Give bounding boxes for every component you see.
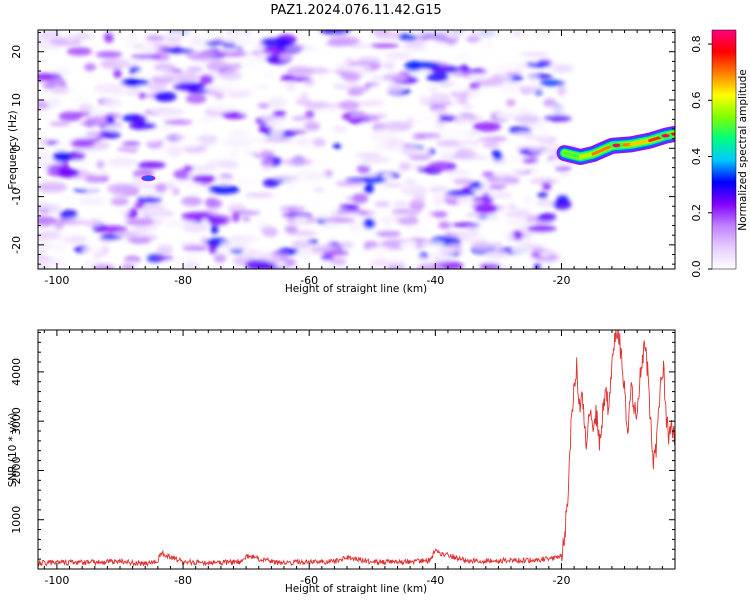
colorbar-ticks: 0.0 0.2 0.4 0.6 0.8 — [690, 35, 712, 278]
colorbar-tick-label: 0.0 — [690, 260, 703, 278]
x-tick-label: -60 — [300, 274, 318, 287]
snr-x-axis-label: Height of straight line (km) — [285, 583, 427, 595]
heatmap-y-ticks: -20 -10 0 10 20 — [10, 31, 675, 265]
snr-y-ticks: 1000 2000 3000 4000 — [10, 331, 675, 570]
colorbar-tick-label: 0.8 — [690, 35, 703, 53]
colorbar-tick-label: 0.6 — [690, 92, 703, 110]
heatmap-y-axis-label: Frequency (Hz) — [7, 110, 19, 189]
x-tick-label: -40 — [426, 574, 444, 587]
x-tick-label: -80 — [174, 574, 192, 587]
x-tick-label: -60 — [300, 574, 318, 587]
colorbar-tick-label: 0.4 — [690, 148, 703, 166]
snr-series-line — [38, 330, 675, 568]
x-tick-label: -100 — [44, 274, 69, 287]
heatmap-peak — [658, 132, 673, 139]
y-tick-label: 4000 — [10, 358, 23, 386]
x-tick-label: -20 — [552, 574, 570, 587]
snr-x-ticks: -100 -80 -60 -40 -20 — [43, 330, 676, 587]
heatmap-x-ticks: -100 -80 -60 -40 -20 — [43, 30, 676, 287]
heatmap-peak — [609, 142, 624, 149]
heatmap-peak — [141, 175, 156, 182]
heatmap-axes-frame — [37, 29, 676, 270]
colorbar-frame — [711, 29, 737, 270]
heatmap-signal-ridge — [141, 125, 675, 182]
y-tick-label: -10 — [10, 188, 23, 206]
x-tick-label: -20 — [552, 274, 570, 287]
x-tick-label: -80 — [174, 274, 192, 287]
heatmap-noise-layer — [38, 30, 579, 269]
y-tick-label: -20 — [10, 236, 23, 254]
x-tick-label: -40 — [426, 274, 444, 287]
colorbar-label: Normalized spectral amplitude — [737, 69, 749, 230]
heatmap-x-axis-label: Height of straight line (km) — [285, 283, 427, 295]
colorbar-tick-label: 0.2 — [690, 204, 703, 222]
y-tick-label: 10 — [10, 93, 23, 107]
figure-title: PAZ1.2024.076.11.42.G15 — [270, 3, 441, 18]
snr-y-axis-label: SNR (10 * v/v) — [7, 413, 19, 488]
y-tick-label: 2000 — [10, 456, 23, 484]
y-tick-label: 1000 — [10, 506, 23, 534]
snr-axes-frame — [37, 329, 676, 570]
y-tick-label: 3000 — [10, 407, 23, 435]
x-tick-label: -100 — [44, 574, 69, 587]
colorbar: 0.0 0.2 0.4 0.6 0.8 Normalized spectral ampl… — [690, 29, 749, 278]
colorbar-gradient — [712, 30, 736, 269]
snr-plot: -100 -80 -60 -40 -20 1000 2000 3000 4000 Height… — [7, 329, 676, 595]
y-tick-label: 0 — [10, 145, 23, 152]
y-tick-label: 20 — [10, 45, 23, 59]
